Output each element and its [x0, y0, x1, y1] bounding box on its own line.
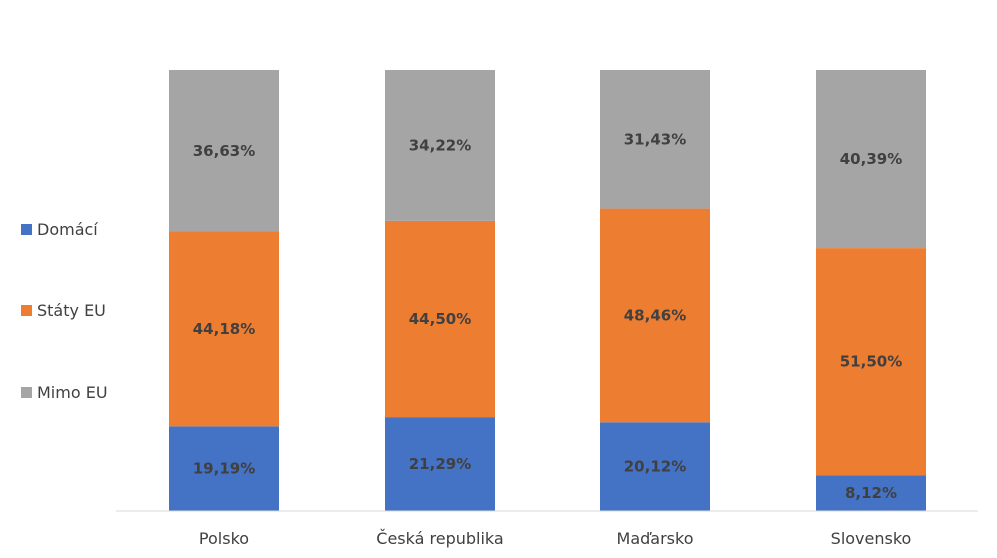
data-label-polsko-domaci: 19,19% [193, 460, 255, 478]
legend-swatch-mimo-eu [21, 387, 32, 398]
chart-legend: Domácí Státy EU Mimo EU [21, 220, 108, 402]
bar-slovensko-mimo-eu [816, 70, 926, 249]
x-axis-tick-labels: Polsko Česká republika Maďarsko Slovensko [199, 529, 911, 548]
data-label-madarsko-mimo-eu: 31,43% [624, 130, 686, 148]
data-label-polsko-mimo-eu: 36,63% [193, 142, 255, 160]
legend-label-domaci: Domácí [37, 220, 98, 239]
data-label-ceska-republika-domaci: 21,29% [409, 455, 471, 473]
x-tick-label-slovensko: Slovensko [831, 529, 912, 548]
data-label-ceska-republika-staty-eu: 44,50% [409, 310, 471, 328]
data-label-ceska-republika-mimo-eu: 34,22% [409, 136, 471, 154]
legend-label-staty-eu: Státy EU [37, 301, 106, 320]
bar-madarsko-domaci [600, 422, 710, 511]
bar-polsko-domaci [169, 426, 279, 511]
bar-slovensko-domaci [816, 475, 926, 511]
bar-ceska-republika-mimo-eu [385, 70, 495, 221]
bar-ceska-republika-staty-eu [385, 220, 495, 418]
plot-area [169, 70, 926, 511]
legend-swatch-staty-eu [21, 305, 32, 316]
data-label-slovensko-staty-eu: 51,50% [840, 353, 902, 371]
data-label-madarsko-staty-eu: 48,46% [624, 306, 686, 324]
bar-madarsko-staty-eu [600, 208, 710, 423]
data-label-slovensko-mimo-eu: 40,39% [840, 150, 902, 168]
bar-slovensko-staty-eu [816, 248, 926, 476]
legend-swatch-domaci [21, 224, 32, 235]
legend-label-mimo-eu: Mimo EU [37, 383, 108, 402]
data-label-polsko-staty-eu: 44,18% [193, 320, 255, 338]
bar-madarsko-mimo-eu [600, 70, 710, 209]
x-tick-label-polsko: Polsko [199, 529, 249, 548]
data-labels: 19,19% 44,18% 36,63% 21,29% 44,50% 34,22% 20,1… [193, 130, 902, 502]
bar-polsko-mimo-eu [169, 70, 279, 232]
data-label-slovensko-domaci: 8,12% [845, 484, 897, 502]
x-tick-label-madarsko: Maďarsko [617, 529, 694, 548]
bar-ceska-republika-domaci [385, 417, 495, 511]
x-tick-label-ceska-republika: Česká republika [376, 529, 503, 548]
bar-polsko-staty-eu [169, 231, 279, 427]
data-label-madarsko-domaci: 20,12% [624, 458, 686, 476]
